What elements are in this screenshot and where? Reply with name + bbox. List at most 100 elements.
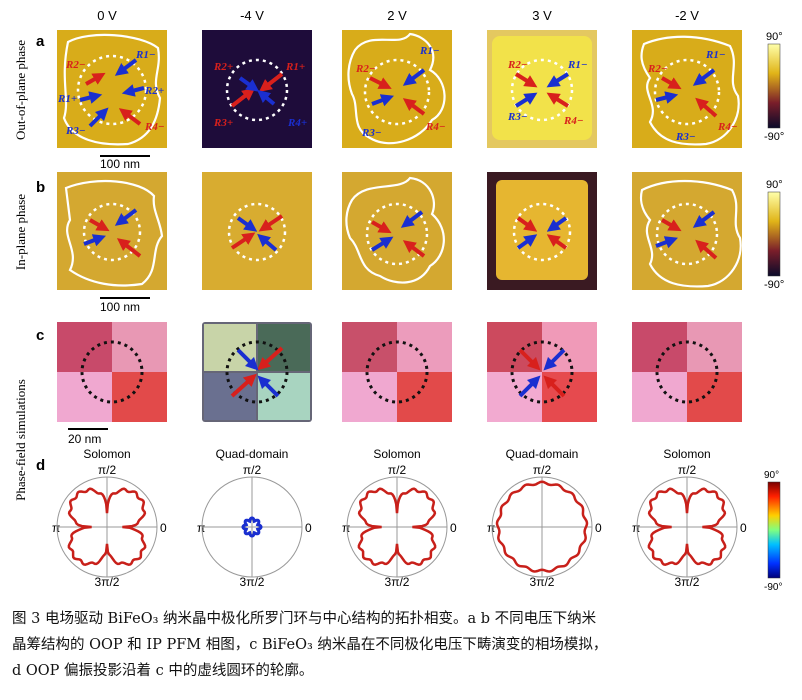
pfm-panel-ip-3v: [487, 172, 597, 290]
polar-angle-right: 0: [160, 521, 167, 535]
polar-angle-top: π/2: [533, 463, 552, 477]
arrow-label: R1+: [285, 61, 305, 73]
arrow-label: R3−: [675, 131, 696, 143]
scale-bar-label: 20 nm: [68, 432, 101, 446]
polar-angle-right: 0: [740, 521, 747, 535]
pfm-panel-ip-0v: [57, 172, 167, 290]
polar-title: Solomon: [373, 447, 420, 461]
pfm-panel-ip-m2v: [632, 172, 742, 290]
colorbar-bottom-label: -90°: [764, 279, 784, 291]
pfm-panel-oop-3v: R2− R1− R3− R4−: [487, 30, 597, 148]
panel-letter: a: [36, 33, 45, 50]
arrow-label: R2+: [144, 85, 164, 97]
panel-letter: d: [36, 457, 45, 474]
arrow-label: R4−: [563, 115, 584, 127]
row-d-polar-plots: Solomon Quad-domain Solomon Quad-domain …: [52, 447, 782, 593]
colorbar-ip: [767, 191, 781, 277]
colorbar-top-label: 90°: [766, 31, 783, 43]
colorbar-polar: [767, 481, 781, 579]
row-b-ip-panels: 100 nm 90° -90°: [57, 172, 784, 314]
row-label: Out-of-plane phase: [13, 40, 28, 140]
polar-angle-bottom: 3π/2: [95, 575, 120, 589]
sim-panel-2v: [342, 322, 452, 422]
sim-panel-3v: [487, 322, 597, 422]
polar-angle-left: π: [52, 521, 60, 535]
caption-line: 图 3 电场驱动 BiFeO₃ 纳米晶中极化所罗门环与中心结构的拓扑相变。a b…: [12, 611, 597, 627]
arrow-label: R4−: [425, 121, 446, 133]
polar-angle-right: 0: [595, 521, 602, 535]
arrow-label: R3+: [213, 117, 233, 129]
column-header: 3 V: [532, 8, 552, 23]
arrow-label: R2+: [213, 61, 233, 73]
caption-line: d OOP 偏振投影沿着 c 中的虚线圆环的轮廓。: [12, 663, 314, 679]
arrow-label: R1+: [57, 93, 77, 105]
arrow-label: R3−: [507, 111, 528, 123]
row-label: Phase-field simulations: [13, 379, 28, 501]
figure-caption: 图 3 电场驱动 BiFeO₃ 纳米晶中极化所罗门环与中心结构的拓扑相变。a b…: [12, 606, 790, 684]
polar-curve: [357, 487, 437, 566]
polar-angle-top: π/2: [388, 463, 407, 477]
polar-angle-left: π: [197, 521, 205, 535]
polar-title: Solomon: [83, 447, 130, 461]
polar-angle-left: π: [487, 521, 495, 535]
polar-angle-top: π/2: [243, 463, 262, 477]
arrow-label: R2−: [355, 63, 376, 75]
sim-panel-m2v: [632, 322, 742, 422]
arrow-label: R1−: [419, 45, 440, 57]
column-header: -4 V: [240, 8, 264, 23]
polar-title: Quad-domain: [216, 447, 289, 461]
colorbar-bottom-label: -90°: [764, 131, 784, 143]
colorbar-top-label: 90°: [764, 470, 779, 481]
pfm-panel-oop-2v: R2− R1− R3− R4−: [342, 30, 452, 148]
pfm-panel-ip-m4v: [202, 172, 312, 290]
arrow-label: R1−: [705, 49, 726, 61]
polar-angle-bottom: 3π/2: [530, 575, 555, 589]
polar-curve: [495, 480, 589, 573]
arrow-label: R3−: [65, 125, 86, 137]
polar-angle-bottom: 3π/2: [240, 575, 265, 589]
caption-line: 晶筹结构的 OOP 和 IP PFM 相图，c BiFeO₃ 纳米晶在不同极化电…: [12, 637, 608, 653]
column-header: -2 V: [675, 8, 699, 23]
arrow-label: R2−: [507, 59, 528, 71]
scale-bar-label: 100 nm: [100, 300, 140, 314]
polar-angle-left: π: [632, 521, 640, 535]
polar-curve: [67, 487, 147, 566]
polar-curve: [241, 516, 263, 538]
polar-angle-left: π: [342, 521, 350, 535]
sim-panel-0v: [57, 322, 167, 422]
pfm-panel-oop-m4v: R2+ R1+ R3+ R4+: [202, 30, 312, 148]
column-headers: 0 V -4 V 2 V 3 V -2 V: [97, 8, 699, 23]
arrow-label: R2−: [647, 63, 668, 75]
polar-angle-right: 0: [450, 521, 457, 535]
polar-angle-right: 0: [305, 521, 312, 535]
colorbar-top-label: 90°: [766, 179, 783, 191]
arrow-label: R4−: [144, 121, 165, 133]
polar-angle-top: π/2: [98, 463, 117, 477]
polar-angle-top: π/2: [678, 463, 697, 477]
polar-angle-bottom: 3π/2: [385, 575, 410, 589]
polar-angle-bottom: 3π/2: [675, 575, 700, 589]
arrow-label: R4+: [287, 117, 307, 129]
arrow-label: R3−: [361, 127, 382, 139]
column-header: 0 V: [97, 8, 117, 23]
polar-title: Quad-domain: [506, 447, 579, 461]
sim-panel-m4v: [202, 322, 312, 422]
scale-bar-label: 100 nm: [100, 157, 140, 171]
arrow-label: R1−: [567, 59, 588, 71]
pfm-panel-oop-0v: R2− R1− R1+ R2+ R3− R4−: [57, 30, 167, 148]
panel-letter: c: [36, 327, 44, 344]
column-header: 2 V: [387, 8, 407, 23]
arrow-label: R4−: [717, 121, 738, 133]
panel-letter: b: [36, 179, 45, 196]
pfm-panel-ip-2v: [342, 172, 452, 290]
row-a-oop-panels: R2− R1− R1+ R2+ R3− R4− R2+ R1+ R3+ R4+: [57, 30, 784, 171]
figure-canvas: 0 V -4 V 2 V 3 V -2 V a b c d Out-of-pla…: [13, 8, 784, 593]
polar-curve: [647, 487, 727, 566]
polar-title: Solomon: [663, 447, 710, 461]
pfm-panel-oop-m2v: R2− R1− R3− R4−: [632, 30, 742, 148]
arrow-label: R1−: [135, 49, 156, 61]
colorbar-bottom-label: -90°: [764, 582, 782, 593]
row-label: In-plane phase: [13, 194, 28, 270]
arrow-label: R2−: [65, 59, 86, 71]
colorbar-oop: [767, 43, 781, 129]
